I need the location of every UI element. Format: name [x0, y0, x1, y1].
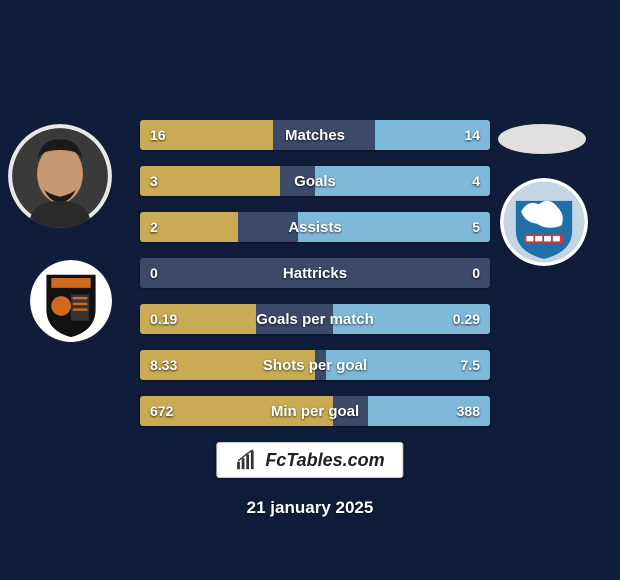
stat-value-b: 14: [454, 120, 490, 150]
stat-row: Min per goal672 388: [140, 396, 490, 426]
stat-value-a: 0.19: [140, 304, 187, 334]
stat-value-a: 2: [140, 212, 168, 242]
stat-label: Min per goal: [140, 396, 490, 426]
date-label: 21 january 2025: [0, 498, 620, 518]
stat-value-a: 16: [140, 120, 176, 150]
fctables-logo: FcTables.com: [216, 442, 403, 478]
stat-row: Goals per match0.19 0.29: [140, 304, 490, 334]
stat-label: Matches: [140, 120, 490, 150]
stat-value-a: 0: [140, 258, 168, 288]
stat-value-b: 7.5: [451, 350, 490, 380]
stat-row: Assists2 5: [140, 212, 490, 242]
stat-value-a: 3: [140, 166, 168, 196]
club-a-badge-svg: [30, 260, 112, 342]
player-a-avatar: [8, 124, 112, 228]
club-b-badge-svg: [500, 178, 588, 266]
stat-value-a: 672: [140, 396, 183, 426]
stat-label: Shots per goal: [140, 350, 490, 380]
club-b-badge: [500, 178, 588, 266]
stat-value-b: 388: [447, 396, 490, 426]
stats-container: Matches16 14 Goals3 4 Assists2 5 Hattricks0 0 Go…: [140, 120, 490, 442]
chart-icon: [235, 449, 257, 471]
stat-value-b: 0: [462, 258, 490, 288]
club-a-badge: [30, 260, 112, 342]
stat-value-a: 8.33: [140, 350, 187, 380]
stat-row: Hattricks0 0: [140, 258, 490, 288]
fctables-text: FcTables.com: [265, 450, 384, 471]
stat-label: Assists: [140, 212, 490, 242]
stat-value-b: 4: [462, 166, 490, 196]
player-b-avatar: [498, 124, 586, 154]
stat-label: Hattricks: [140, 258, 490, 288]
player-a-avatar-svg: [8, 124, 112, 228]
stat-row: Shots per goal8.33 7.5: [140, 350, 490, 380]
stat-label: Goals per match: [140, 304, 490, 334]
stat-row: Goals3 4: [140, 166, 490, 196]
stat-value-b: 5: [462, 212, 490, 242]
stat-label: Goals: [140, 166, 490, 196]
stat-row: Matches16 14: [140, 120, 490, 150]
stat-value-b: 0.29: [443, 304, 490, 334]
